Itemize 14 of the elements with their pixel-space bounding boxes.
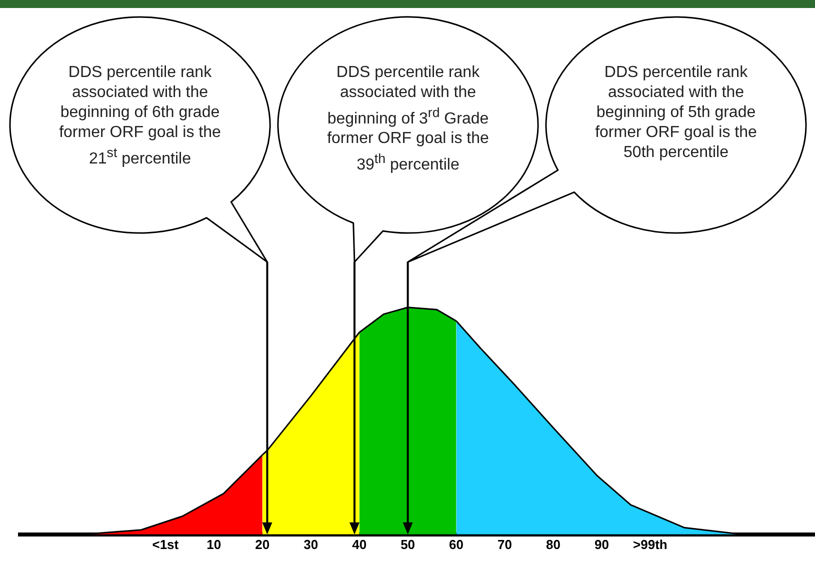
x-tick-label: 50	[400, 536, 416, 552]
x-tick-label: 90	[594, 536, 609, 552]
text: DDS percentile rank associated with the beginning of 6th grade former ORF goal is the 21$^{st}$ percentile	[58, 63, 222, 170]
text: DDS percentile rank associated with the beginning of 3$^{rd}$ Grade former ORF goal is the 39$^{th}$ percentile	[327, 64, 489, 174]
x-tick-label: 80	[546, 536, 560, 552]
x-tick-label: 20	[255, 536, 270, 552]
x-tick-label: 30	[304, 536, 318, 552]
x-tick-label: 70	[498, 536, 512, 552]
text: DDS percentile rank associated with the beginning of 5th grade former ORF goal is the 50th percentile	[594, 63, 758, 163]
x-tick-label: 40	[352, 536, 367, 552]
x-tick-label: 10	[206, 536, 222, 552]
x-tick-label: <1st	[152, 536, 180, 552]
x-tick-label: 60	[449, 536, 464, 552]
x-tick-label: >99th	[633, 536, 668, 552]
